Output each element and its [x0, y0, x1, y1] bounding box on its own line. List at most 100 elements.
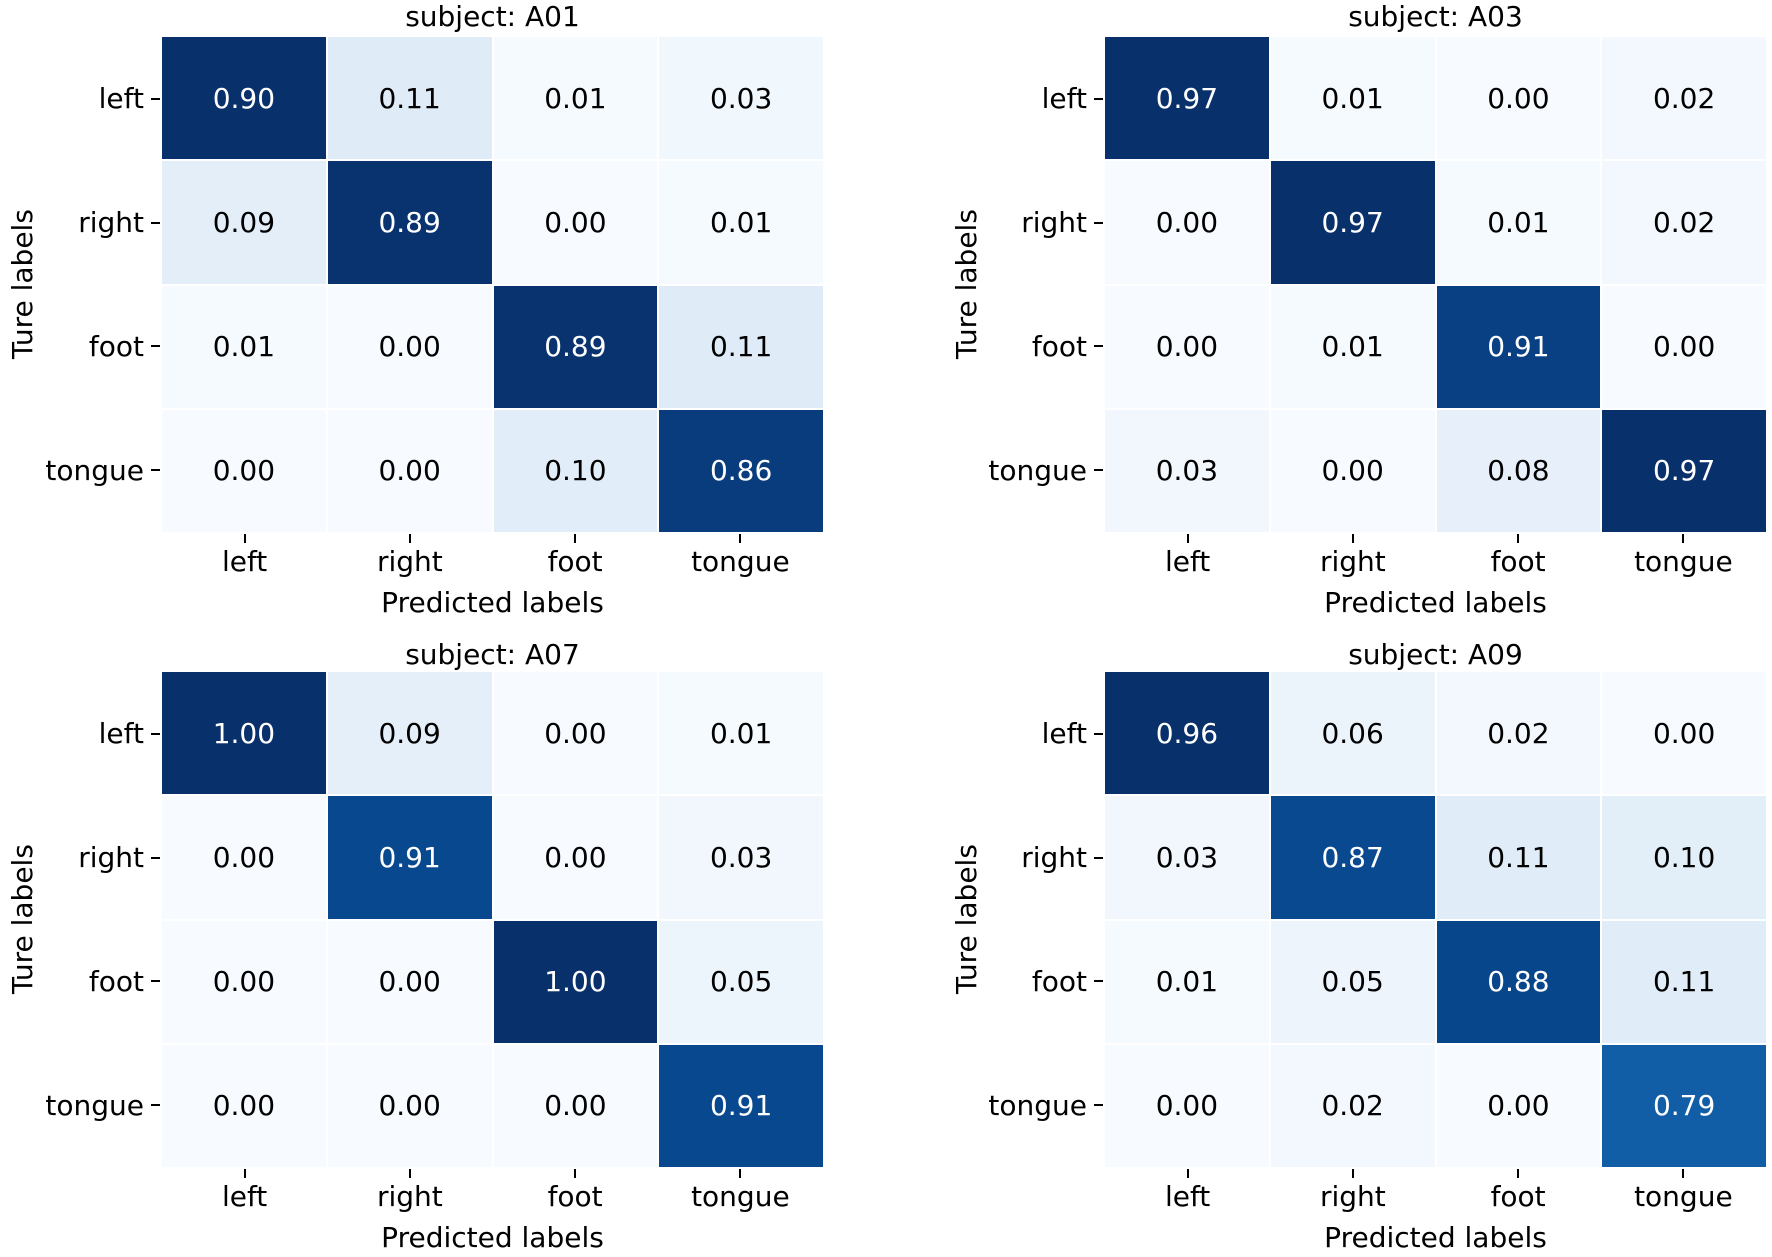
- subplot-title: subject: A03: [1348, 0, 1523, 33]
- x-tick-label-text: tongue: [1634, 545, 1733, 578]
- heatmap-cell: 0.00: [1436, 37, 1601, 160]
- subplot-A03: subject: A03 Ture labels left right foot to…: [886, 0, 1772, 629]
- heatmap-cell: 0.01: [493, 37, 658, 160]
- x-tick-label-text: foot: [1490, 545, 1546, 578]
- heatmap-cell: 1.00: [493, 920, 658, 1043]
- y-tick-label-text: left: [98, 717, 144, 751]
- heatmap-cell: 0.02: [1602, 37, 1766, 160]
- x-tick-mark: [1351, 1169, 1354, 1178]
- y-tick-foot: foot: [886, 285, 1103, 409]
- heatmap-cell: 0.03: [659, 37, 823, 160]
- x-tick-mark: [1517, 1169, 1520, 1178]
- heatmap-cell: 0.06: [1270, 672, 1435, 795]
- heatmap-cell: 0.01: [1270, 285, 1435, 408]
- heatmap-cell: 0.90: [162, 37, 326, 160]
- heatmap-cell: 0.01: [659, 672, 823, 795]
- heatmap-cell: 0.00: [327, 409, 492, 532]
- x-tick-label-text: left: [1164, 545, 1211, 578]
- x-tick-right: right: [1270, 534, 1435, 578]
- x-tick-mark: [243, 534, 246, 543]
- heatmap-cell: 0.05: [659, 920, 823, 1043]
- heatmap-cell: 0.00: [1602, 285, 1766, 408]
- x-tick-label-text: tongue: [691, 1180, 790, 1213]
- heatmap-cell: 0.89: [493, 285, 658, 408]
- y-tick-mark: [1094, 97, 1103, 100]
- y-tick-right: right: [0, 796, 160, 920]
- x-tick-label-text: tongue: [691, 545, 790, 578]
- x-tick-label-text: left: [221, 545, 268, 578]
- y-tick-tongue: tongue: [0, 1043, 160, 1167]
- y-tick-foot: foot: [0, 920, 160, 1044]
- x-tick-right: right: [327, 1169, 492, 1213]
- x-axis-label: Predicted labels: [381, 1221, 604, 1254]
- x-tick-mark: [243, 1169, 246, 1178]
- heatmap-cell: 0.01: [1436, 161, 1601, 284]
- heatmap-cell: 0.00: [493, 796, 658, 919]
- y-tick-label-text: foot: [1031, 964, 1087, 998]
- heatmap-cell: 0.02: [1436, 672, 1601, 795]
- x-tick-label-text: foot: [547, 545, 603, 578]
- y-tick-label-text: right: [1021, 206, 1087, 240]
- heatmap-cell: 0.02: [1270, 1044, 1435, 1167]
- x-tick-tongue: tongue: [1601, 1169, 1766, 1213]
- heatmap-cell: 0.10: [1602, 796, 1766, 919]
- confusion-matrix-heatmap: 0.97 0.01 0.00 0.02 0.00 0.97 0.01 0.02 0.00 0.01…: [1105, 37, 1766, 532]
- x-tick-mark: [1186, 534, 1189, 543]
- heatmap-cell: 0.00: [162, 1044, 326, 1167]
- x-tick-left: left: [1105, 1169, 1270, 1213]
- heatmap-cell: 0.97: [1602, 409, 1766, 532]
- y-tick-mark: [1094, 1104, 1103, 1107]
- x-tick-mark: [1186, 1169, 1189, 1178]
- y-tick-label-text: foot: [1031, 329, 1087, 363]
- x-tick-label-text: foot: [547, 1180, 603, 1213]
- x-tick-labels: left right foot tongue: [162, 534, 823, 578]
- x-tick-tongue: tongue: [658, 1169, 823, 1213]
- x-tick-right: right: [327, 534, 492, 578]
- y-tick-tongue: tongue: [886, 1043, 1103, 1167]
- y-tick-left: left: [0, 672, 160, 796]
- heatmap-cell: 0.00: [327, 1044, 492, 1167]
- heatmap-cell: 0.11: [1436, 796, 1601, 919]
- heatmap-cell: 0.89: [327, 161, 492, 284]
- heatmap-cell: 0.01: [659, 161, 823, 284]
- subplot-title: subject: A07: [405, 638, 580, 671]
- y-tick-left: left: [0, 37, 160, 161]
- y-tick-mark: [151, 97, 160, 100]
- heatmap-cell: 0.96: [1105, 672, 1269, 795]
- y-tick-right: right: [886, 161, 1103, 285]
- heatmap-cell: 0.03: [1105, 409, 1269, 532]
- heatmap-cell: 0.79: [1602, 1044, 1766, 1167]
- y-tick-mark: [151, 856, 160, 859]
- heatmap-cell: 0.00: [1602, 672, 1766, 795]
- x-tick-label-text: right: [376, 1180, 443, 1213]
- y-tick-tongue: tongue: [0, 408, 160, 532]
- x-tick-tongue: tongue: [658, 534, 823, 578]
- y-tick-labels: left right foot tongue: [886, 37, 1103, 532]
- heatmap-cell: 0.00: [162, 409, 326, 532]
- y-tick-mark: [151, 980, 160, 983]
- subplot-A09: subject: A09 Ture labels left right foot to…: [886, 629, 1772, 1257]
- x-tick-label-text: foot: [1490, 1180, 1546, 1213]
- y-tick-label-text: tongue: [988, 453, 1087, 487]
- y-tick-mark: [151, 345, 160, 348]
- y-tick-mark: [1094, 469, 1103, 472]
- x-tick-label-text: left: [221, 1180, 268, 1213]
- x-tick-mark: [739, 534, 742, 543]
- heatmap-cell: 0.11: [659, 285, 823, 408]
- x-tick-mark: [739, 1169, 742, 1178]
- x-tick-labels: left right foot tongue: [162, 1169, 823, 1213]
- subplot-A07: subject: A07 Ture labels left right foot to…: [0, 629, 886, 1257]
- y-tick-mark: [1094, 221, 1103, 224]
- y-tick-labels: left right foot tongue: [886, 672, 1103, 1167]
- subplot-A01: subject: A01 Ture labels left right foot to…: [0, 0, 886, 629]
- subplot-title: subject: A09: [1348, 638, 1523, 671]
- y-tick-label-text: left: [1041, 717, 1087, 751]
- heatmap-cell: 0.00: [1105, 1044, 1269, 1167]
- y-tick-label-text: tongue: [45, 453, 144, 487]
- heatmap-cell: 0.00: [493, 161, 658, 284]
- heatmap-cell: 0.00: [1270, 409, 1435, 532]
- y-tick-foot: foot: [886, 920, 1103, 1044]
- subplot-title: subject: A01: [405, 0, 580, 33]
- x-tick-mark: [408, 1169, 411, 1178]
- x-tick-right: right: [1270, 1169, 1435, 1213]
